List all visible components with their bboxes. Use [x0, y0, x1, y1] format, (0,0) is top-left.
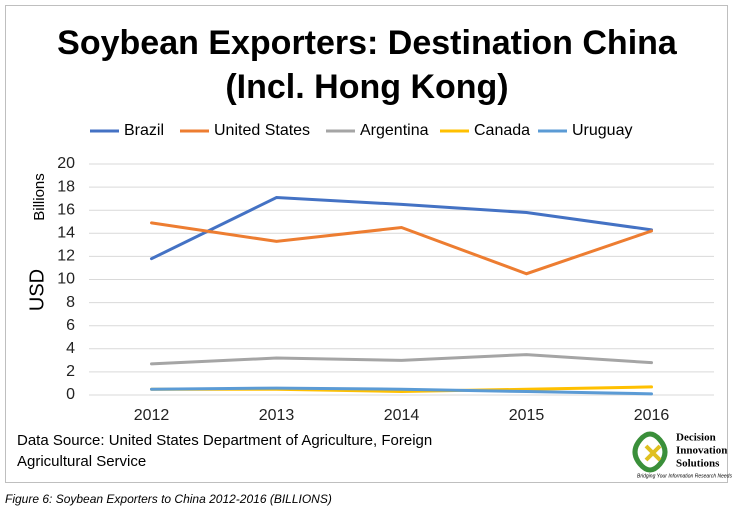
source: Data Source: United States Department of…: [17, 432, 432, 449]
source: Agricultural Service: [17, 453, 146, 470]
legend-label: Uruguay: [572, 122, 632, 139]
y-tick-label: 16: [57, 201, 75, 218]
chart-frame: [5, 5, 728, 483]
y-tick-label: 8: [66, 294, 75, 311]
x-tick-label: 2013: [259, 407, 295, 424]
legend-label: Canada: [474, 122, 530, 139]
y-tick-label: 14: [57, 225, 75, 242]
x-tick-label: 2016: [634, 407, 670, 424]
series-line: [150, 353, 653, 366]
legend-label: United States: [214, 122, 310, 139]
x-tick-label: 2014: [384, 407, 420, 424]
y-tick-label: 0: [66, 386, 75, 403]
legend-label: Brazil: [124, 122, 164, 139]
y-tick-label: 12: [57, 248, 75, 265]
chart-title: (Incl. Hong Kong): [225, 68, 508, 106]
y-tick-label: 2: [66, 363, 75, 380]
legend-label: Argentina: [360, 122, 429, 139]
y-tick-label: 6: [66, 317, 75, 334]
x-tick-label: 2012: [134, 407, 170, 424]
logo-mark: [632, 431, 668, 473]
logo-text: Decision: [676, 432, 716, 444]
chart-title: Soybean Exporters: Destination China: [57, 24, 678, 62]
logo-text: Innovation: [676, 445, 727, 457]
x-tick-label: 2015: [509, 407, 545, 424]
series-line: [150, 195, 653, 261]
y-axis-label: USD: [26, 269, 48, 311]
series-line: [150, 386, 653, 396]
logo-tagline: Bridging Your Information Research Needs: [637, 473, 732, 479]
series-line: [150, 221, 653, 276]
y-tick-label: 20: [57, 155, 75, 172]
logo: Decision Innovation Solutions Bridging Y…: [632, 431, 732, 479]
logo-mark: [644, 444, 662, 462]
caption: Figure 6: Soybean Exporters to China 201…: [5, 492, 332, 506]
logo-text: Solutions: [676, 458, 720, 470]
y-tick-label: 4: [66, 340, 75, 357]
y-tick-label: 10: [57, 271, 75, 288]
y-units-label: Billions: [31, 173, 48, 221]
y-tick-label: 18: [57, 178, 75, 195]
